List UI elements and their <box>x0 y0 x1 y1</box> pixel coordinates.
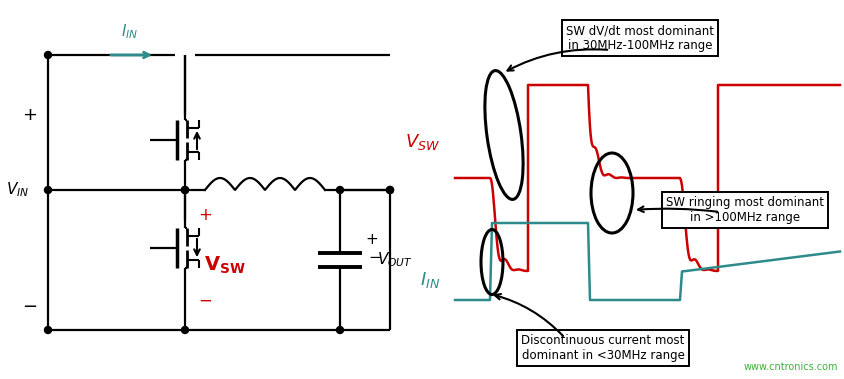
Text: $V_{SW}$: $V_{SW}$ <box>404 132 440 152</box>
Circle shape <box>336 326 344 334</box>
Circle shape <box>386 186 393 194</box>
Text: +: + <box>197 206 212 224</box>
Text: $V_{IN}$: $V_{IN}$ <box>7 181 30 199</box>
Circle shape <box>336 186 344 194</box>
Circle shape <box>386 186 393 194</box>
Text: $\mathbf{V_{SW}}$: $\mathbf{V_{SW}}$ <box>204 254 246 276</box>
Circle shape <box>45 326 51 334</box>
Text: +: + <box>23 106 37 124</box>
Text: $V_{OUT}$: $V_{OUT}$ <box>376 251 413 269</box>
Text: $-$: $-$ <box>368 247 381 263</box>
Circle shape <box>181 326 188 334</box>
Text: +: + <box>365 232 377 247</box>
Circle shape <box>45 186 51 194</box>
Circle shape <box>45 52 51 58</box>
Text: www.cntronics.com: www.cntronics.com <box>743 362 837 372</box>
Text: Discontinuous current most
dominant in <30MHz range: Discontinuous current most dominant in <… <box>521 334 684 362</box>
Circle shape <box>181 186 188 194</box>
Text: SW ringing most dominant
in >100MHz range: SW ringing most dominant in >100MHz rang… <box>665 196 823 224</box>
Text: $I_{IN}$: $I_{IN}$ <box>419 270 440 290</box>
Text: $-$: $-$ <box>197 291 212 309</box>
Circle shape <box>181 186 188 194</box>
Text: SW dV/dt most dominant
in 30MHz-100MHz range: SW dV/dt most dominant in 30MHz-100MHz r… <box>565 24 713 52</box>
Text: $I_{IN}$: $I_{IN}$ <box>122 22 138 41</box>
Text: $-$: $-$ <box>23 296 37 314</box>
